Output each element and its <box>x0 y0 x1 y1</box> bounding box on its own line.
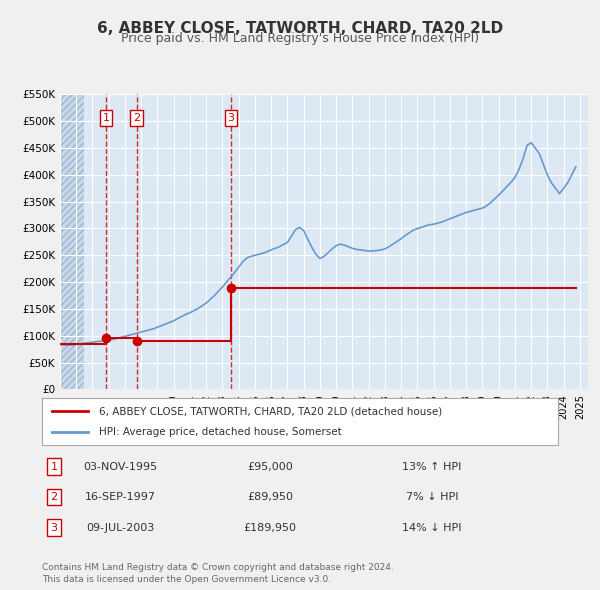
Text: 03-NOV-1995: 03-NOV-1995 <box>83 461 157 471</box>
Text: Price paid vs. HM Land Registry's House Price Index (HPI): Price paid vs. HM Land Registry's House … <box>121 32 479 45</box>
Text: £89,950: £89,950 <box>247 492 293 502</box>
Text: 2: 2 <box>50 492 58 502</box>
Text: 3: 3 <box>227 113 235 123</box>
Text: 13% ↑ HPI: 13% ↑ HPI <box>403 461 461 471</box>
Text: 1: 1 <box>103 113 109 123</box>
Text: 3: 3 <box>50 523 58 533</box>
Text: £95,000: £95,000 <box>247 461 293 471</box>
Text: £189,950: £189,950 <box>244 523 296 533</box>
Text: 09-JUL-2003: 09-JUL-2003 <box>86 523 154 533</box>
Text: 6, ABBEY CLOSE, TATWORTH, CHARD, TA20 2LD: 6, ABBEY CLOSE, TATWORTH, CHARD, TA20 2L… <box>97 21 503 35</box>
Text: HPI: Average price, detached house, Somerset: HPI: Average price, detached house, Some… <box>99 427 341 437</box>
Text: 2: 2 <box>133 113 140 123</box>
Text: This data is licensed under the Open Government Licence v3.0.: This data is licensed under the Open Gov… <box>42 575 331 584</box>
Text: 1: 1 <box>50 461 58 471</box>
Text: 16-SEP-1997: 16-SEP-1997 <box>85 492 155 502</box>
Text: 14% ↓ HPI: 14% ↓ HPI <box>402 523 462 533</box>
Text: 7% ↓ HPI: 7% ↓ HPI <box>406 492 458 502</box>
Text: 6, ABBEY CLOSE, TATWORTH, CHARD, TA20 2LD (detached house): 6, ABBEY CLOSE, TATWORTH, CHARD, TA20 2L… <box>99 407 442 417</box>
Text: Contains HM Land Registry data © Crown copyright and database right 2024.: Contains HM Land Registry data © Crown c… <box>42 563 394 572</box>
